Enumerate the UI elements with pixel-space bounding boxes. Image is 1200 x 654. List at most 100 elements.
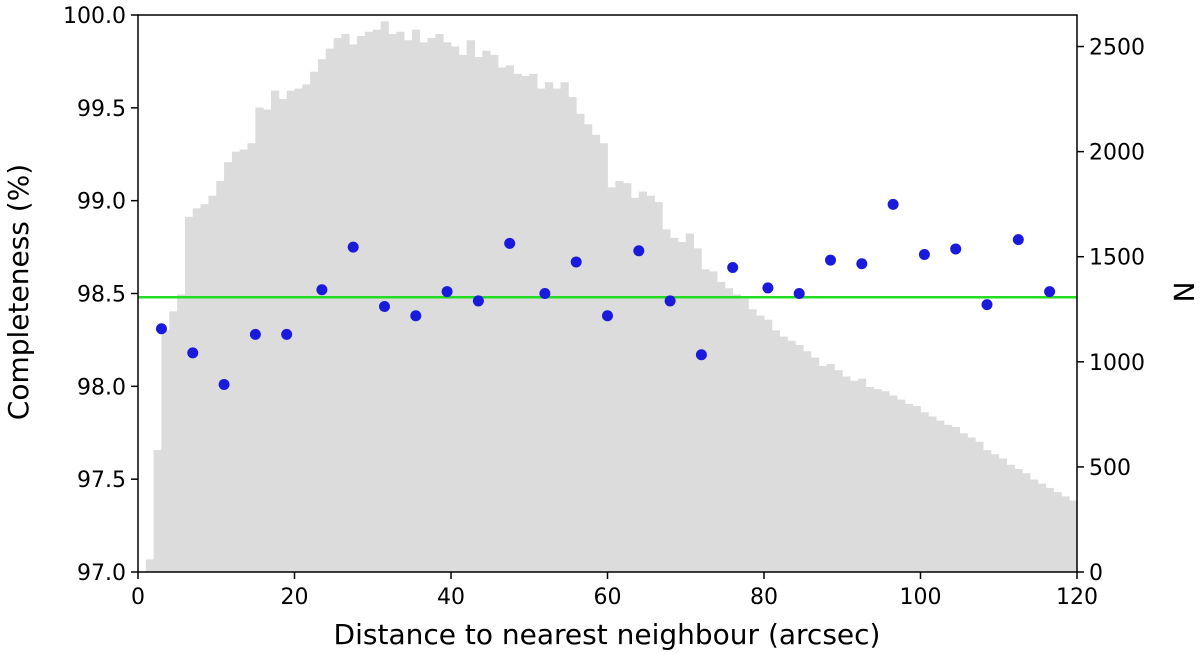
histogram-bar xyxy=(638,191,648,572)
histogram-bar xyxy=(599,143,608,572)
histogram-bar xyxy=(263,109,272,572)
histogram-bar xyxy=(936,420,945,572)
data-point xyxy=(504,237,516,249)
histogram-bar xyxy=(568,96,577,572)
x-tick-label: 100 xyxy=(900,585,942,610)
histogram-bar xyxy=(865,387,874,572)
histogram-bar xyxy=(1014,469,1023,572)
y2-tick-label: 500 xyxy=(1089,456,1131,481)
data-point xyxy=(316,284,328,296)
x-tick-label: 20 xyxy=(281,585,309,610)
histogram-bar xyxy=(145,559,155,572)
histogram-bar xyxy=(466,40,475,573)
histogram-bar xyxy=(904,403,914,572)
data-point xyxy=(633,245,645,257)
histogram-bar xyxy=(372,29,381,572)
histogram-bar xyxy=(349,44,358,573)
histogram-bar xyxy=(983,450,992,572)
histogram-bar xyxy=(294,88,303,572)
histogram-bar xyxy=(630,197,640,573)
histogram-bar xyxy=(544,82,554,572)
histogram-bar xyxy=(685,233,694,572)
y-tick-label: 98.5 xyxy=(77,283,126,308)
data-point xyxy=(570,256,582,268)
histogram-bar xyxy=(505,65,514,572)
x-tick-label: 80 xyxy=(750,585,778,610)
data-point xyxy=(825,254,837,266)
x-tick-label: 40 xyxy=(437,585,465,610)
histogram-bar xyxy=(654,202,663,572)
y-tick-label: 97.0 xyxy=(77,561,126,586)
histogram-bar xyxy=(513,73,522,572)
data-point xyxy=(539,288,551,299)
data-point xyxy=(281,328,293,340)
histogram-bar xyxy=(255,107,264,572)
histogram-bar xyxy=(482,50,491,573)
data-point xyxy=(472,295,484,307)
data-point xyxy=(378,301,390,312)
histogram-bar xyxy=(795,345,804,572)
histogram-bar xyxy=(364,31,374,572)
histogram-bar xyxy=(662,229,671,572)
histogram-bar xyxy=(231,151,241,572)
data-point xyxy=(793,288,805,299)
histogram-bar xyxy=(560,82,569,572)
histogram-bar xyxy=(333,38,342,573)
histogram-bar xyxy=(709,271,718,572)
histogram-bar xyxy=(184,216,194,572)
histogram-bar xyxy=(951,426,961,572)
data-point xyxy=(218,378,230,390)
histogram-bar xyxy=(474,57,483,573)
histogram-bar xyxy=(1006,464,1015,572)
histogram-bar xyxy=(990,454,1000,572)
data-point xyxy=(347,241,359,253)
histogram-bar xyxy=(521,75,530,572)
histogram-bar xyxy=(357,36,366,572)
histogram-bar xyxy=(646,195,655,572)
histogram-bar xyxy=(810,357,820,572)
data-point xyxy=(1044,286,1056,298)
histogram-bar xyxy=(756,315,765,572)
histogram-bar xyxy=(1022,473,1031,572)
histogram-bar xyxy=(396,31,405,572)
histogram-bar xyxy=(584,124,593,573)
histogram-bar xyxy=(787,340,796,572)
y2-axis-label: N xyxy=(1167,282,1200,303)
data-point xyxy=(410,310,422,322)
histogram-bar xyxy=(701,269,710,572)
histogram-bar xyxy=(302,84,311,573)
histogram-bar xyxy=(239,149,248,572)
histogram-bar xyxy=(615,181,624,573)
histogram-bar xyxy=(200,204,209,573)
histogram-bar xyxy=(153,450,162,572)
histogram-bar xyxy=(803,351,812,572)
x-tick-label: 0 xyxy=(131,585,145,610)
histogram-bar xyxy=(537,88,546,572)
histogram-bar xyxy=(192,208,201,572)
histogram-bar xyxy=(920,412,929,572)
histogram-bar xyxy=(975,441,984,572)
histogram-bar xyxy=(724,288,734,572)
histogram-bar xyxy=(943,424,953,572)
histogram-bar xyxy=(959,433,968,572)
data-point xyxy=(918,249,930,261)
histogram-bar xyxy=(529,73,538,572)
data-point xyxy=(187,347,199,359)
data-point xyxy=(727,262,739,274)
histogram-bar xyxy=(388,33,397,573)
y2-tick-label: 1500 xyxy=(1089,246,1145,271)
histogram-bar xyxy=(325,48,335,572)
histogram-bar xyxy=(826,363,835,572)
y-axis-label: Completeness (%) xyxy=(2,164,35,420)
histogram-bar xyxy=(317,59,327,572)
histogram-bar xyxy=(779,336,788,572)
histogram-bar xyxy=(842,376,851,572)
histogram-bar xyxy=(607,187,616,572)
histogram-bar xyxy=(850,380,859,572)
y2-tick-label: 1000 xyxy=(1089,351,1145,376)
histogram-bar xyxy=(670,237,679,573)
data-point xyxy=(155,323,167,335)
histogram-bar xyxy=(341,33,350,573)
x-tick-label: 120 xyxy=(1056,585,1098,610)
y-tick-label: 100.0 xyxy=(63,4,126,29)
